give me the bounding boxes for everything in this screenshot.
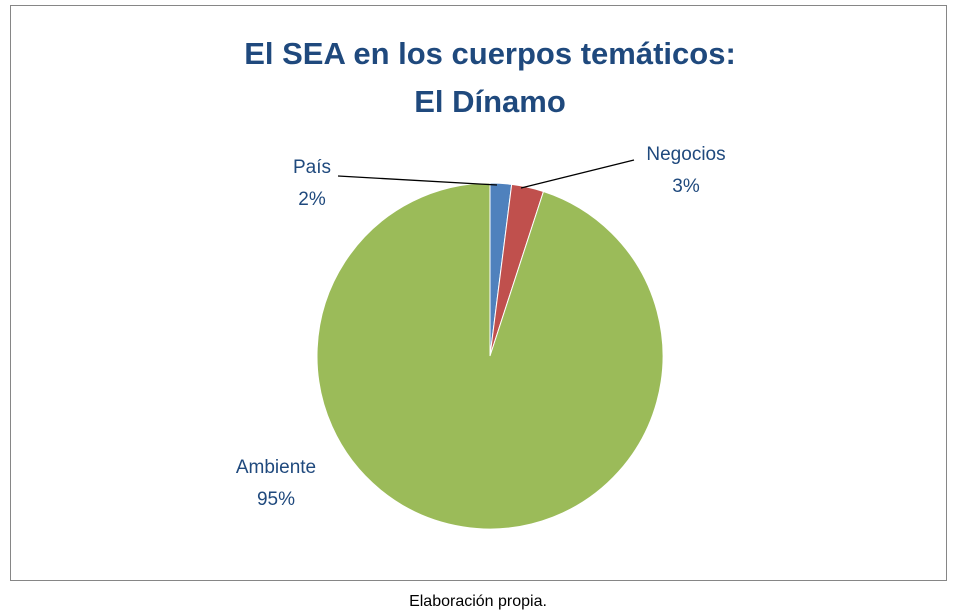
slice-value-label: 95% [257,489,295,510]
slice-value-label: 2% [298,189,326,210]
leader-line [520,159,635,189]
leader-line [337,175,498,186]
slice-label: País [293,157,331,178]
slice-label: Ambiente [236,457,316,478]
chart-title: El Dínamo [414,84,566,119]
slice-value-label: 3% [672,176,700,197]
caption: Elaboración propia. [409,593,547,610]
slice-label: Negocios [646,144,725,165]
chart-title: El SEA en los cuerpos temáticos: [244,36,736,71]
pie-slice [316,182,664,530]
